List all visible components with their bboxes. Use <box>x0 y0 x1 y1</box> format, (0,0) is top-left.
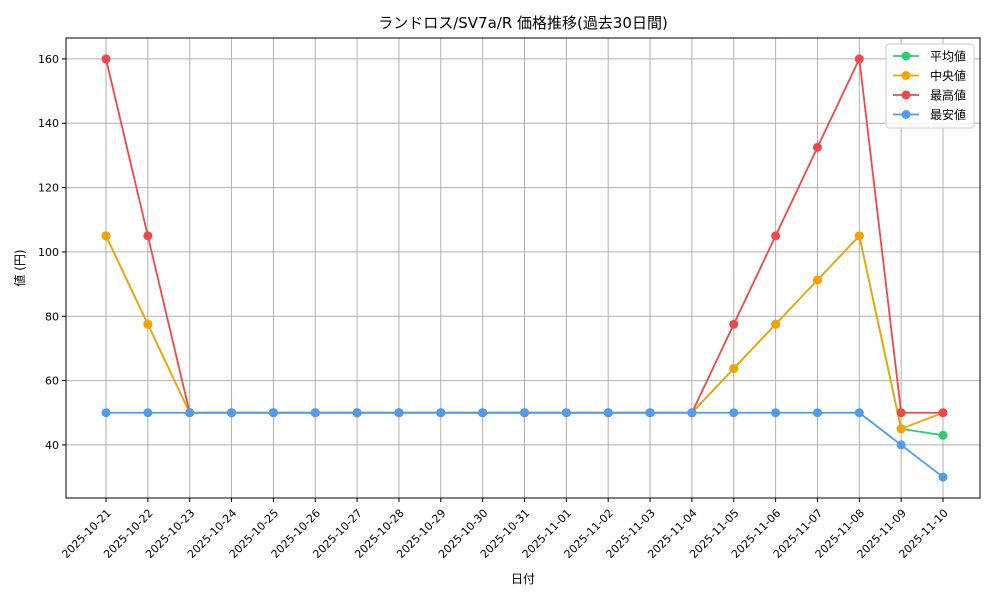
y-tick-label: 60 <box>45 375 59 388</box>
y-axis-ticks: 40 60 80 100 120 140 160 <box>38 53 66 452</box>
data-point <box>268 408 278 418</box>
data-point <box>436 408 446 418</box>
data-point <box>603 408 613 418</box>
legend-label: 中央値 <box>930 68 966 83</box>
y-tick-label: 140 <box>38 117 59 130</box>
data-point <box>394 408 404 418</box>
x-axis-label: 日付 <box>511 572 535 586</box>
data-point <box>812 408 822 418</box>
data-point <box>812 275 822 285</box>
data-point <box>938 408 948 418</box>
data-point <box>185 408 195 418</box>
data-point <box>143 319 153 329</box>
y-tick-label: 40 <box>45 439 59 452</box>
data-point <box>938 472 948 482</box>
data-point <box>310 408 320 418</box>
legend-swatch-marker <box>901 110 911 119</box>
data-point <box>896 408 906 418</box>
data-point <box>896 424 906 434</box>
y-tick-label: 120 <box>38 182 59 195</box>
data-point <box>812 142 822 152</box>
chart-title: ランドロス/SV7a/R 価格推移(過去30日間) <box>378 14 668 32</box>
data-point <box>227 408 237 418</box>
data-point <box>478 408 488 418</box>
data-point <box>645 408 655 418</box>
data-point <box>143 408 153 418</box>
data-point <box>687 408 697 418</box>
legend-swatch-marker <box>901 51 911 61</box>
data-point <box>352 408 362 418</box>
data-point <box>854 54 864 64</box>
data-point <box>729 408 739 418</box>
data-point <box>101 231 111 241</box>
data-point <box>896 440 906 450</box>
legend-box <box>885 43 975 129</box>
series-layer <box>101 54 948 482</box>
data-point <box>854 231 864 241</box>
data-point <box>854 408 864 418</box>
data-point <box>729 319 739 329</box>
data-point <box>771 231 781 241</box>
y-tick-label: 100 <box>38 246 59 259</box>
data-point <box>771 319 781 329</box>
x-axis-ticks: 2025-10-212025-10-222025-10-232025-10-24… <box>59 498 951 561</box>
data-point <box>729 364 739 374</box>
legend-label: 最高値 <box>930 88 966 103</box>
legend-label: 最安値 <box>930 107 966 122</box>
grid-layer <box>66 38 980 498</box>
data-point <box>938 430 948 440</box>
data-point <box>520 408 529 418</box>
y-tick-label: 160 <box>38 53 59 66</box>
data-point <box>101 408 111 418</box>
y-axis-label: 値 (円) <box>12 249 27 286</box>
data-point <box>143 231 153 241</box>
legend-swatch-marker <box>901 90 911 100</box>
data-point <box>561 408 571 418</box>
y-tick-label: 80 <box>45 310 59 323</box>
plot-frame <box>65 37 981 499</box>
legend-label: 平均値 <box>930 49 966 64</box>
series-4 <box>101 408 948 482</box>
data-point <box>101 54 111 64</box>
data-point <box>771 408 781 418</box>
legend-swatch-marker <box>901 71 911 80</box>
